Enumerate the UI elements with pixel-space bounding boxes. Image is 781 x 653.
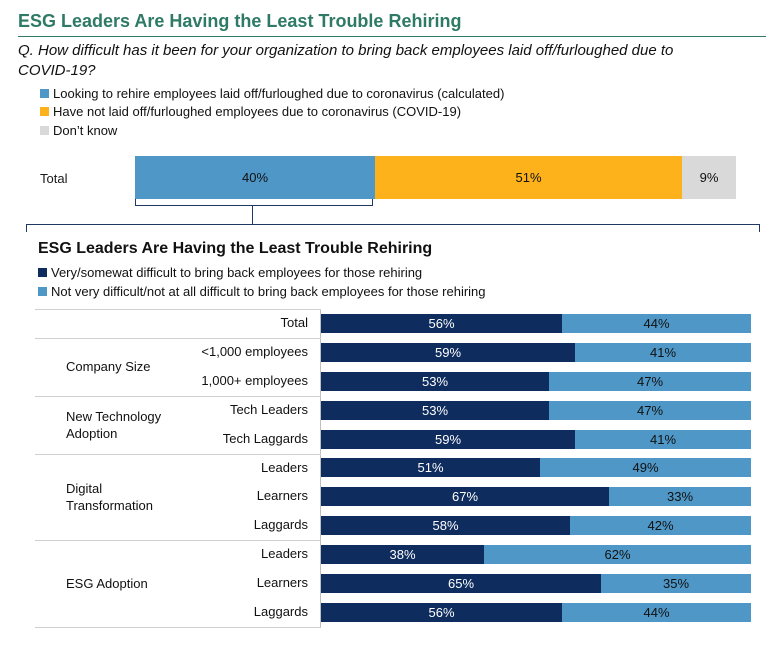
total-bar-segment-1: 40% [135, 156, 375, 199]
title-divider [18, 36, 766, 37]
row-label: Tech Leaders [229, 402, 308, 417]
legend-swatch [40, 89, 49, 98]
bar-segment-difficult: 59% [321, 430, 575, 449]
callout-border-right [759, 224, 760, 232]
group-label: New Technology Adoption [66, 409, 162, 441]
legend-swatch [40, 107, 49, 116]
bar-segment-difficult: 56% [321, 603, 562, 622]
bar-segment-not-difficult: 33% [609, 487, 751, 506]
row-label: Laggards [253, 604, 308, 619]
legend-label: Have not laid off/furloughed employees d… [53, 104, 462, 119]
bracket-right [372, 199, 373, 206]
bracket-bottom [135, 205, 372, 206]
group-label: Company Size [66, 359, 151, 374]
bar-segment-not-difficult: 44% [562, 314, 751, 333]
legend-item-difficult: Very/somewat difficult to bring back emp… [38, 265, 422, 280]
legend-swatch [40, 126, 49, 135]
legend-label: Very/somewat difficult to bring back emp… [51, 265, 423, 280]
callout-border-left [26, 224, 27, 232]
group-separator [35, 396, 321, 397]
row-label: Learners [256, 575, 308, 590]
row-label: Laggards [253, 517, 308, 532]
row-label: <1,000 employees [201, 344, 308, 359]
legend-swatch [38, 287, 47, 296]
bar-segment-difficult: 38% [321, 545, 484, 564]
breakdown-title: ESG Leaders Are Having the Least Trouble… [38, 240, 433, 257]
category-axis-line [320, 309, 321, 627]
survey-question: Q. How difficult has it been for your or… [18, 42, 674, 79]
group-separator [35, 627, 321, 628]
bar-segment-difficult: 51% [321, 458, 540, 477]
bar-segment-difficult: 58% [321, 516, 570, 535]
bar-segment-not-difficult: 41% [575, 430, 751, 449]
row-label: Leaders [261, 546, 308, 561]
row-label: Total [280, 315, 308, 330]
bar-segment-difficult: 53% [321, 401, 549, 420]
bar-segment-difficult: 59% [321, 343, 575, 362]
bar-segment-not-difficult: 62% [484, 545, 751, 564]
bracket-stem [252, 205, 253, 224]
legend-item-not-difficult: Not very difficult/not at all difficult … [38, 284, 486, 299]
group-separator [35, 454, 321, 455]
bar-segment-not-difficult: 44% [562, 603, 751, 622]
legend-item-dont-know: Don’t know [40, 123, 117, 138]
callout-border-top [26, 224, 759, 225]
row-label: 1,000+ employees [201, 373, 308, 388]
legend-label: Looking to rehire employees laid off/fur… [53, 86, 505, 101]
legend-item-rehire: Looking to rehire employees laid off/fur… [40, 86, 504, 101]
group-label: Digital Transformation [66, 481, 153, 513]
bar-segment-not-difficult: 47% [549, 401, 751, 420]
legend-label: Don’t know [53, 123, 118, 138]
page-title: ESG Leaders Are Having the Least Trouble… [18, 11, 462, 31]
legend-swatch [38, 268, 47, 277]
bar-segment-not-difficult: 41% [575, 343, 751, 362]
bar-segment-not-difficult: 42% [570, 516, 751, 535]
row-label: Tech Laggards [222, 431, 308, 446]
bar-segment-not-difficult: 49% [540, 458, 751, 477]
group-label: ESG Adoption [66, 576, 148, 591]
total-bar-segment-2: 51% [375, 156, 682, 199]
bar-segment-difficult: 53% [321, 372, 549, 391]
total-bar-segment-3: 9% [682, 156, 736, 199]
legend-item-not-laid-off: Have not laid off/furloughed employees d… [40, 104, 461, 119]
bar-segment-difficult: 67% [321, 487, 609, 506]
group-separator [35, 540, 321, 541]
row-label: Leaders [261, 460, 308, 475]
group-separator [35, 338, 321, 339]
group-separator [35, 309, 321, 310]
row-label: Learners [256, 488, 308, 503]
total-row-label: Total [40, 171, 68, 186]
bar-segment-not-difficult: 47% [549, 372, 751, 391]
legend-label: Not very difficult/not at all difficult … [51, 284, 486, 299]
bar-segment-difficult: 65% [321, 574, 601, 593]
bar-segment-difficult: 56% [321, 314, 562, 333]
bar-segment-not-difficult: 35% [601, 574, 751, 593]
bracket-left [135, 199, 136, 206]
